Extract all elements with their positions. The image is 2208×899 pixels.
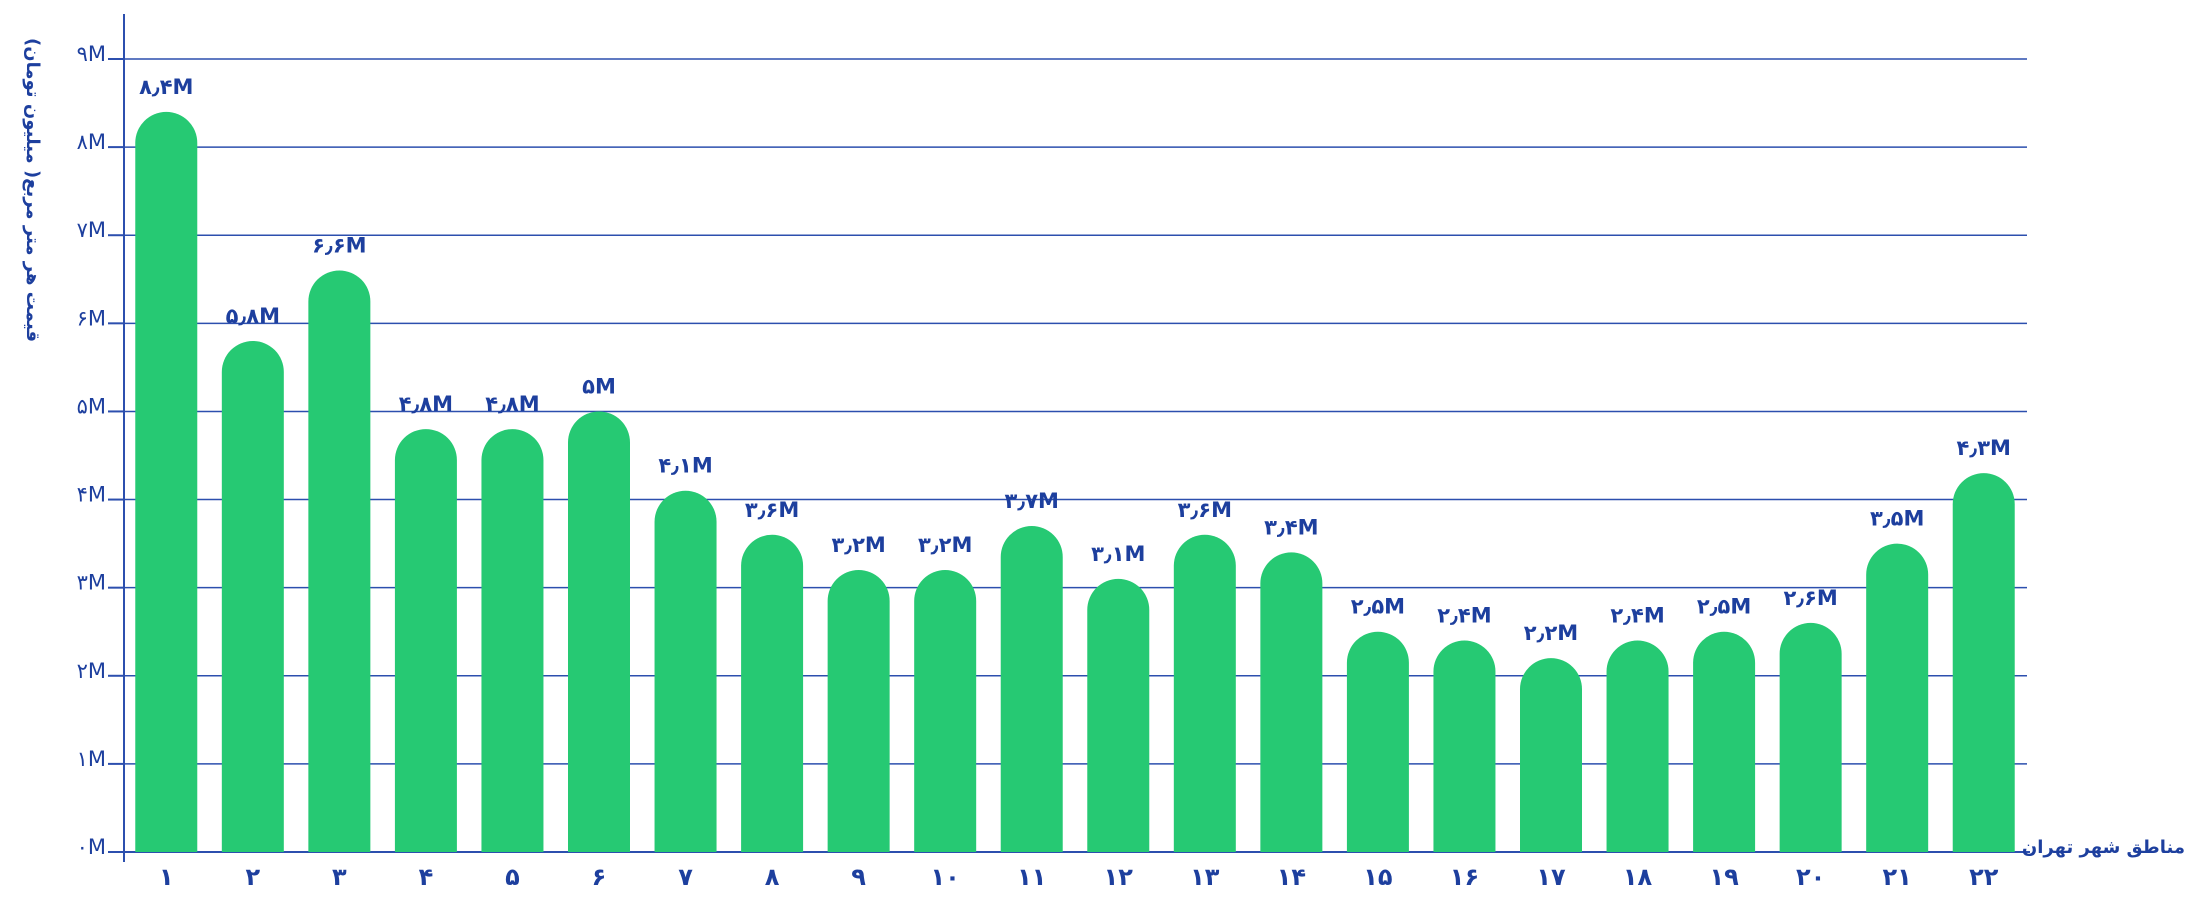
x-axis-title: مناطق شهر تهران	[2022, 837, 2185, 858]
y-tick-label: ۷M	[77, 218, 106, 242]
data-label: ۴٫۸M	[485, 392, 539, 416]
data-label: ۵٫۸M	[226, 304, 280, 328]
y-tick-label: ۹M	[77, 42, 106, 66]
x-tick-label: ۱۱	[1017, 863, 1046, 891]
data-label: ۵M	[582, 374, 616, 398]
x-tick-label: ۹	[851, 863, 866, 891]
data-label: ۳٫۷M	[1005, 489, 1059, 513]
bar	[1952, 473, 2015, 852]
bar	[394, 429, 457, 852]
x-tick-label: ۲۲	[1969, 863, 1999, 891]
data-label: ۳٫۵M	[1870, 507, 1924, 531]
data-label: ۲٫۲M	[1524, 621, 1578, 645]
bar	[221, 340, 284, 852]
bar	[654, 490, 717, 852]
data-label: ۳٫۶M	[1178, 498, 1232, 522]
bar	[1779, 622, 1842, 852]
bar	[1260, 552, 1323, 852]
x-tick-label: ۲۱	[1883, 863, 1912, 891]
data-label: ۲٫۴M	[1610, 604, 1664, 628]
data-label: ۶٫۶M	[312, 233, 366, 257]
bar	[1693, 631, 1756, 852]
x-tick-label: ۴	[419, 863, 434, 891]
data-label: ۲٫۵M	[1351, 595, 1405, 619]
bar	[914, 570, 977, 852]
x-tick-label: ۷	[678, 863, 693, 891]
bar	[1433, 640, 1496, 852]
bar	[1087, 578, 1150, 852]
x-tick-label: ۱۳	[1190, 863, 1220, 891]
x-tick-label: ۱۲	[1104, 863, 1134, 891]
data-label: ۲٫۵M	[1697, 595, 1751, 619]
x-tick-label: ۲	[245, 863, 260, 891]
x-tick-label: ۱۶	[1450, 863, 1479, 891]
bar	[1173, 534, 1236, 852]
data-label: ۴٫۱M	[658, 454, 712, 478]
bar	[568, 411, 630, 852]
bar	[741, 534, 804, 852]
x-tick-label: ۱۷	[1536, 863, 1566, 891]
data-label: ۳٫۲M	[831, 533, 885, 557]
y-tick-label: ۲M	[77, 659, 106, 683]
bar	[1866, 543, 1929, 852]
x-tick-label: ۶	[592, 863, 607, 891]
bar	[481, 429, 544, 852]
x-tick-label: ۱۹	[1709, 863, 1739, 891]
data-label: ۸٫۴M	[139, 75, 193, 99]
bar	[827, 570, 890, 852]
y-axis-title: قیمت هر متر مربع( میلیون تومان)	[22, 38, 43, 342]
x-tick-label: ۱۸	[1623, 863, 1653, 891]
data-label: ۲٫۴M	[1437, 604, 1491, 628]
y-tick-label: ۰M	[77, 835, 106, 859]
bar	[1606, 640, 1669, 852]
data-label: ۳٫۲M	[918, 533, 972, 557]
bar	[1346, 631, 1409, 852]
x-tick-label: ۱۴	[1277, 863, 1306, 891]
data-label: ۴٫۸M	[399, 392, 453, 416]
x-tick-label: ۱	[159, 863, 174, 891]
bar	[1520, 658, 1582, 852]
data-label: ۴٫۳M	[1957, 436, 2011, 460]
data-label: ۳٫۱M	[1091, 542, 1145, 566]
y-tick-label: ۶M	[77, 306, 106, 330]
bar	[1000, 525, 1063, 852]
x-tick-label: ۸	[765, 863, 780, 891]
bar	[308, 270, 371, 852]
x-tick-label: ۱۰	[931, 863, 960, 891]
x-tick-label: ۲۰	[1796, 863, 1825, 891]
x-tick-label: ۵	[505, 863, 520, 891]
data-label: ۳٫۶M	[745, 498, 799, 522]
data-label: ۲٫۶M	[1783, 586, 1837, 610]
y-tick-label: ۴M	[77, 483, 106, 507]
y-tick-label: ۸M	[77, 130, 106, 154]
x-tick-label: ۳	[332, 863, 347, 891]
bar	[135, 111, 198, 853]
x-tick-label: ۱۵	[1363, 863, 1392, 891]
y-tick-label: ۵M	[77, 394, 106, 418]
y-tick-label: ۳M	[77, 571, 106, 595]
y-tick-label: ۱M	[77, 747, 106, 771]
data-label: ۳٫۴M	[1264, 515, 1318, 539]
